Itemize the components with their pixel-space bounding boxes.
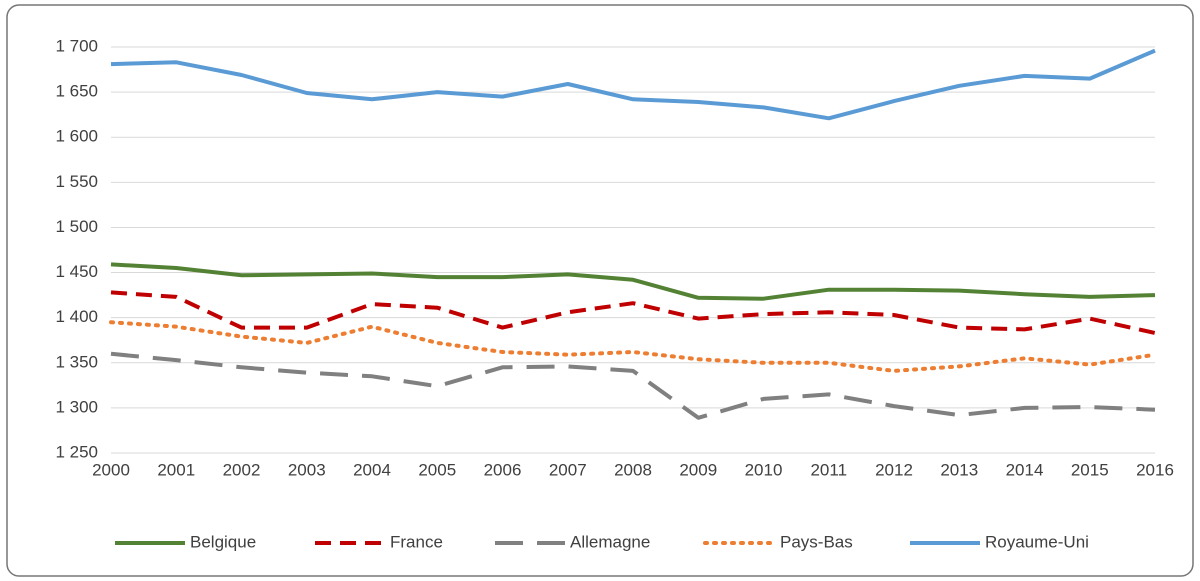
series-line	[110, 290, 1156, 335]
chart-border	[6, 4, 1194, 577]
series-line	[110, 262, 1156, 301]
y-tick-label: 1 550	[55, 172, 98, 191]
x-tick-label: 2003	[288, 460, 326, 479]
y-tick-label: 1 500	[55, 217, 98, 236]
y-tick-label: 1 300	[55, 397, 98, 416]
x-tick-label: 2013	[940, 460, 978, 479]
legend-label: Royaume-Uni	[985, 532, 1089, 551]
x-tick-label: 2002	[223, 460, 261, 479]
x-tick-label: 2005	[418, 460, 456, 479]
x-tick-label: 2008	[614, 460, 652, 479]
series-line	[110, 351, 1156, 420]
legend-label: Belgique	[190, 532, 256, 551]
x-tick-label: 2009	[679, 460, 717, 479]
y-tick-label: 1 450	[55, 262, 98, 281]
x-tick-label: 2000	[92, 460, 130, 479]
x-tick-label: 2014	[1006, 460, 1044, 479]
legend-label: Allemagne	[570, 532, 650, 551]
y-tick-label: 1 350	[55, 352, 98, 371]
x-tick-label: 2001	[157, 460, 195, 479]
x-tick-label: 2011	[810, 460, 847, 479]
x-tick-label: 2016	[1136, 460, 1174, 479]
x-tick-label: 2010	[745, 460, 783, 479]
x-tick-label: 2007	[549, 460, 587, 479]
legend-label: Pays-Bas	[780, 532, 853, 551]
x-tick-label: 2012	[875, 460, 913, 479]
y-tick-label: 1 400	[55, 307, 98, 326]
y-tick-label: 1 650	[55, 82, 98, 101]
series-line	[110, 48, 1156, 121]
x-tick-label: 2015	[1071, 460, 1109, 479]
x-tick-label: 2004	[353, 460, 391, 479]
y-tick-label: 1 600	[55, 127, 98, 146]
y-tick-label: 1 700	[55, 36, 98, 55]
y-tick-label: 1 250	[55, 442, 98, 461]
x-tick-label: 2006	[484, 460, 522, 479]
legend-label: France	[390, 532, 443, 551]
